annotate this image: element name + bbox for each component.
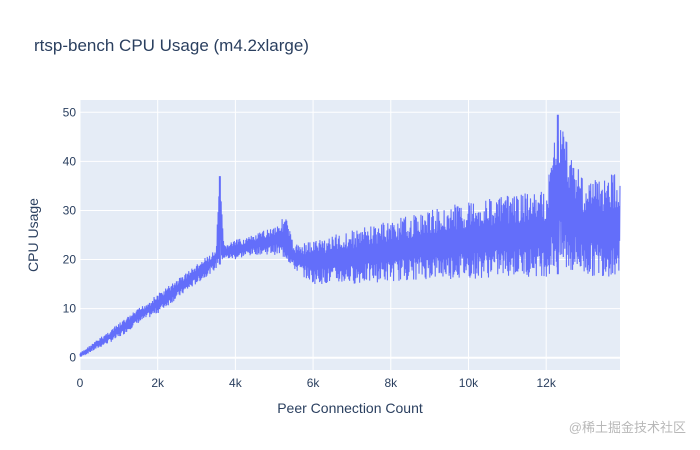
- x-tick-labels: 0 2k 4k 6k 8k 10k 12k: [77, 376, 557, 390]
- y-tick-label: 40: [63, 154, 77, 168]
- y-tick-label: 10: [63, 302, 77, 316]
- y-tick-labels: 0 10 20 30 40 50: [63, 105, 77, 364]
- cpu-usage-line: [79, 130, 621, 357]
- x-tick-label: 10k: [459, 376, 479, 390]
- y-tick-label: 30: [63, 203, 77, 217]
- chart-title: rtsp-bench CPU Usage (m4.2xlarge): [34, 36, 309, 55]
- x-tick-label: 4k: [229, 376, 243, 390]
- y-axis-title: CPU Usage: [25, 198, 41, 272]
- y-tick-label: 20: [63, 253, 77, 267]
- watermark-text: @稀土掘金技术社区: [569, 420, 686, 435]
- x-tick-label: 0: [77, 376, 84, 390]
- y-tick-label: 50: [63, 105, 77, 119]
- x-tick-label: 12k: [537, 376, 557, 390]
- x-tick-label: 8k: [384, 376, 398, 390]
- series-group: [79, 114, 621, 357]
- x-tick-label: 6k: [307, 376, 321, 390]
- y-tick-label: 0: [69, 351, 76, 365]
- x-axis-title: Peer Connection Count: [277, 400, 423, 416]
- x-tick-label: 2k: [151, 376, 165, 390]
